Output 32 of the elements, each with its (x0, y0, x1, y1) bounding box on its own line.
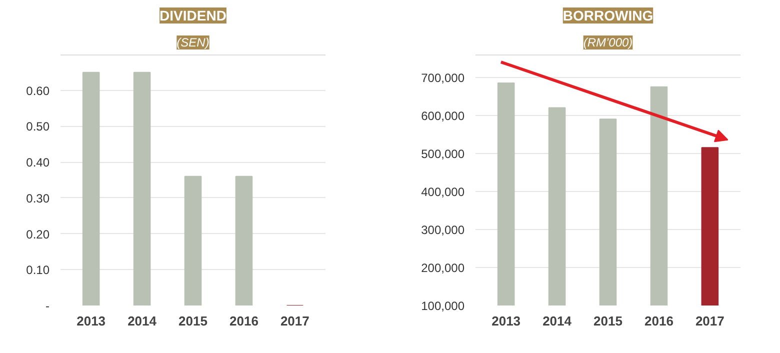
y-tick-label: 0.30 (26, 191, 50, 206)
y-tick-label: 300,000 (421, 222, 465, 237)
chart-title: DIVIDEND (160, 8, 226, 24)
x-tick-label: 2014 (542, 314, 572, 328)
x-tick-label: 2017 (280, 314, 310, 328)
chart-title: BORROWING (562, 8, 654, 24)
y-tick-label: - (46, 299, 50, 313)
bar (82, 72, 100, 306)
x-tick-label: 2015 (594, 314, 622, 328)
y-tick-label: 0.40 (26, 156, 50, 170)
y-tick-label: 100,000 (421, 299, 465, 313)
bar (235, 176, 253, 306)
chart-subtitle: (SEN) (176, 36, 210, 50)
x-tick-label: 2016 (230, 314, 258, 328)
y-tick-label: 700,000 (421, 70, 465, 85)
x-tick-label: 2015 (178, 314, 208, 328)
x-tick-label: 2013 (492, 314, 521, 328)
y-tick-label: 0.20 (26, 227, 50, 242)
x-tick-label: 2013 (76, 314, 106, 328)
y-tick-label: 600,000 (421, 108, 465, 123)
x-tick-label: 2016 (644, 314, 674, 328)
chart-subtitle: (RM’000) (583, 36, 633, 50)
x-tick-label: 2017 (695, 314, 724, 328)
y-tick-label: 500,000 (421, 146, 465, 161)
y-tick-label: 0.10 (26, 263, 50, 278)
bar (133, 72, 151, 306)
y-tick-label: 200,000 (421, 260, 465, 275)
y-tick-label: 0.50 (26, 120, 50, 134)
x-tick-label: 2014 (128, 314, 158, 328)
bar (184, 176, 202, 306)
y-tick-label: 0.60 (26, 84, 50, 98)
y-tick-label: 400,000 (421, 184, 465, 199)
